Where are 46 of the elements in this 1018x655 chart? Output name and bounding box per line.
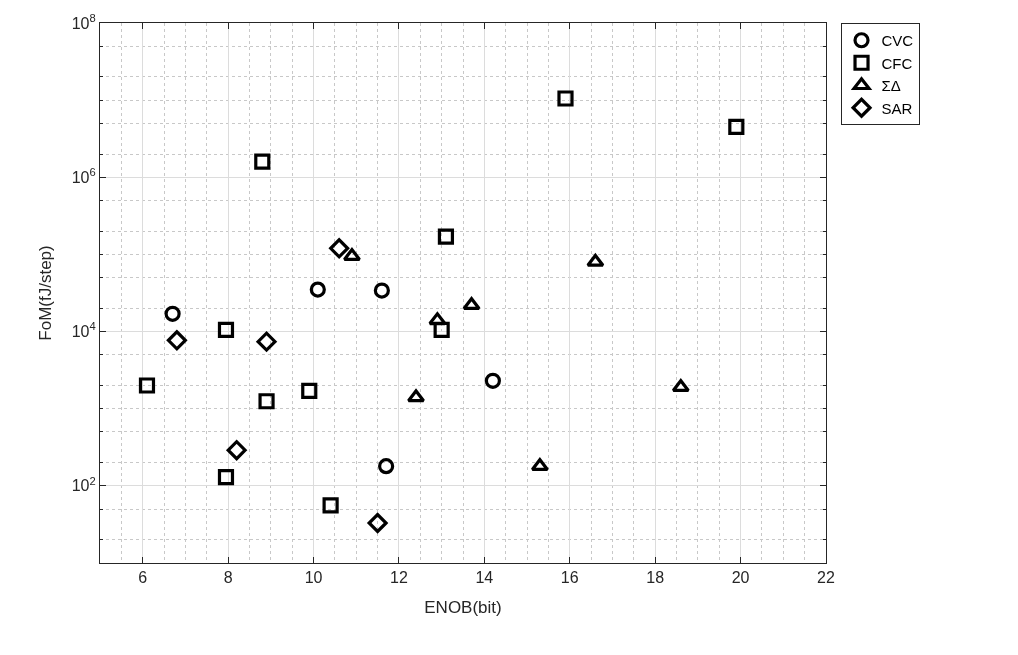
x-tick-label: 8 <box>223 569 233 587</box>
point <box>226 440 247 461</box>
point <box>166 330 187 351</box>
point <box>309 281 326 298</box>
point <box>217 321 235 339</box>
point <box>428 312 447 326</box>
point <box>301 382 318 400</box>
point <box>373 282 390 299</box>
legend-label: ΣΔ <box>881 77 901 95</box>
point <box>329 238 350 259</box>
legend-label: SAR <box>881 99 913 117</box>
point <box>728 118 745 135</box>
y-tick-label: 10$^{8}$ <box>71 11 96 32</box>
point <box>217 468 235 486</box>
y-tick-label: 10$^{6}$ <box>71 166 96 186</box>
y-tick-label: 10$^{2}$ <box>71 474 96 495</box>
point <box>586 253 605 267</box>
x-tick-label: 12 <box>390 569 408 587</box>
y-tick-label: 10$^{4}$ <box>71 320 96 341</box>
x-tick-label: 20 <box>731 569 750 587</box>
point <box>164 305 181 322</box>
point <box>484 372 501 389</box>
point <box>433 321 450 339</box>
legend-label: CFC <box>881 54 913 72</box>
x-tick-label: 10 <box>304 569 323 587</box>
x-tick-label: 18 <box>646 569 665 587</box>
x-tick-label: 14 <box>475 569 494 587</box>
point <box>322 497 339 514</box>
y-axis-title: FoM(fJ/step) <box>36 245 56 341</box>
point <box>378 458 395 475</box>
point <box>557 90 574 107</box>
point <box>437 228 455 245</box>
point <box>138 377 156 394</box>
point <box>367 512 388 534</box>
x-tick-label: 22 <box>817 569 835 587</box>
x-tick-label: 16 <box>560 569 579 587</box>
point <box>462 297 481 311</box>
legend-label: CVC <box>881 32 914 50</box>
point <box>254 153 271 170</box>
point <box>256 331 277 352</box>
point <box>671 379 690 393</box>
point <box>258 393 275 410</box>
point <box>406 389 426 403</box>
x-tick-label: 6 <box>138 569 148 587</box>
x-axis-title: ENOB(bit) <box>424 597 502 617</box>
point <box>530 458 549 472</box>
